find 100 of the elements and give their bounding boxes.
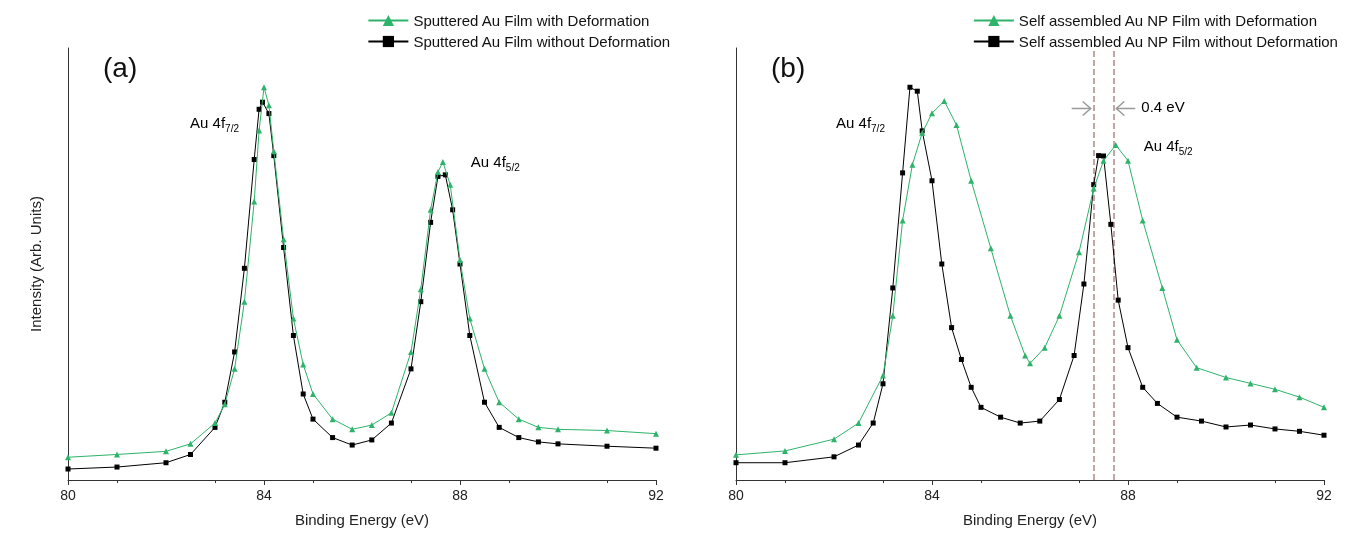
point bbox=[958, 356, 964, 362]
point bbox=[65, 466, 71, 472]
point bbox=[782, 447, 788, 454]
point bbox=[310, 390, 316, 397]
x-tick-label: 84 bbox=[924, 487, 940, 503]
point bbox=[929, 178, 935, 184]
point bbox=[870, 420, 876, 426]
point bbox=[855, 420, 862, 427]
point bbox=[949, 325, 955, 331]
point bbox=[880, 381, 886, 387]
point bbox=[231, 365, 238, 372]
x-tick-label: 92 bbox=[1316, 487, 1332, 503]
point bbox=[481, 365, 488, 372]
point bbox=[1125, 345, 1131, 351]
point bbox=[516, 435, 522, 441]
point bbox=[114, 451, 120, 458]
x-tick-label: 88 bbox=[452, 487, 468, 503]
point bbox=[1297, 428, 1302, 434]
point bbox=[280, 236, 287, 243]
point bbox=[1223, 374, 1229, 381]
x-tick-label: 80 bbox=[60, 487, 76, 503]
point bbox=[65, 454, 71, 461]
point bbox=[467, 332, 473, 338]
point bbox=[466, 315, 473, 322]
y-axis-title: Intensity (Arb. Units) bbox=[27, 196, 44, 332]
x-axis-title: Binding Energy (eV) bbox=[294, 511, 430, 528]
point bbox=[408, 366, 414, 372]
point bbox=[1022, 352, 1029, 359]
point bbox=[300, 361, 307, 368]
point bbox=[290, 315, 297, 322]
point bbox=[900, 170, 906, 176]
point bbox=[187, 440, 194, 447]
point bbox=[604, 427, 610, 434]
point bbox=[349, 442, 355, 448]
point bbox=[1159, 284, 1166, 291]
point bbox=[300, 391, 306, 397]
point bbox=[1071, 353, 1077, 359]
point bbox=[998, 414, 1004, 420]
point bbox=[604, 443, 610, 449]
point bbox=[427, 206, 434, 213]
point bbox=[953, 121, 960, 128]
point bbox=[1076, 249, 1082, 256]
point bbox=[1112, 142, 1119, 148]
point bbox=[482, 399, 487, 405]
point bbox=[653, 430, 659, 437]
point bbox=[447, 181, 454, 188]
point bbox=[114, 464, 120, 470]
point bbox=[368, 422, 375, 429]
point bbox=[929, 110, 935, 117]
chart-title: (b) bbox=[771, 51, 806, 83]
point bbox=[1056, 312, 1063, 319]
point bbox=[310, 416, 316, 422]
x-tick-label: 84 bbox=[256, 487, 272, 503]
annotation: 0.4 eV bbox=[1141, 98, 1185, 116]
legend-label: Sputtered Au Film with Deformation bbox=[413, 12, 650, 29]
x-axis-title: Binding Energy (eV) bbox=[962, 511, 1098, 528]
point bbox=[1108, 221, 1114, 227]
point bbox=[733, 451, 739, 458]
point bbox=[290, 332, 296, 338]
point bbox=[1174, 336, 1180, 343]
point bbox=[457, 257, 463, 264]
point bbox=[1081, 281, 1087, 287]
point bbox=[889, 312, 896, 319]
point bbox=[1090, 185, 1097, 192]
point bbox=[907, 84, 913, 90]
point bbox=[439, 158, 446, 165]
point bbox=[163, 448, 169, 455]
point bbox=[1199, 418, 1204, 424]
point bbox=[782, 460, 788, 466]
point bbox=[978, 404, 984, 410]
point bbox=[1027, 360, 1033, 367]
point bbox=[388, 420, 394, 426]
point bbox=[535, 439, 541, 445]
point bbox=[408, 348, 414, 355]
point bbox=[968, 177, 975, 184]
point bbox=[909, 161, 916, 168]
chart-title: (a) bbox=[103, 51, 138, 83]
point bbox=[330, 435, 336, 441]
point bbox=[1272, 426, 1278, 432]
point bbox=[163, 460, 169, 466]
point bbox=[1007, 312, 1014, 319]
point bbox=[1096, 153, 1102, 159]
point bbox=[1321, 404, 1327, 411]
point bbox=[1017, 420, 1023, 426]
point bbox=[1154, 400, 1160, 406]
point bbox=[329, 416, 336, 423]
point bbox=[1115, 297, 1121, 303]
point bbox=[1041, 344, 1048, 351]
point bbox=[1037, 418, 1043, 424]
point bbox=[1140, 384, 1146, 390]
point bbox=[188, 451, 193, 457]
point bbox=[1321, 432, 1327, 438]
point bbox=[733, 460, 739, 466]
point bbox=[1248, 422, 1253, 428]
point bbox=[241, 298, 248, 305]
point bbox=[261, 84, 267, 91]
point bbox=[1223, 424, 1229, 430]
point bbox=[1272, 386, 1278, 393]
point bbox=[653, 445, 659, 451]
point bbox=[880, 372, 886, 379]
